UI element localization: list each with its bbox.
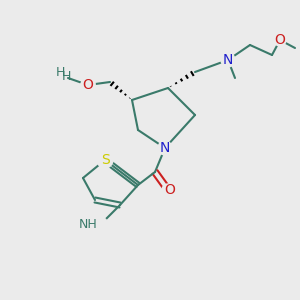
Circle shape [81, 78, 95, 92]
Text: O: O [274, 33, 285, 47]
Text: N: N [160, 141, 170, 155]
Circle shape [221, 53, 235, 67]
Text: O: O [165, 183, 176, 197]
Text: NH: NH [78, 218, 97, 232]
Text: H: H [55, 67, 65, 80]
Circle shape [97, 152, 113, 168]
Text: O: O [82, 78, 93, 92]
Text: S: S [100, 153, 109, 167]
Text: H: H [61, 70, 71, 83]
Text: N: N [223, 53, 233, 67]
Circle shape [81, 78, 95, 92]
Circle shape [92, 217, 108, 233]
Circle shape [158, 141, 172, 155]
Circle shape [162, 184, 174, 196]
Circle shape [274, 34, 286, 46]
